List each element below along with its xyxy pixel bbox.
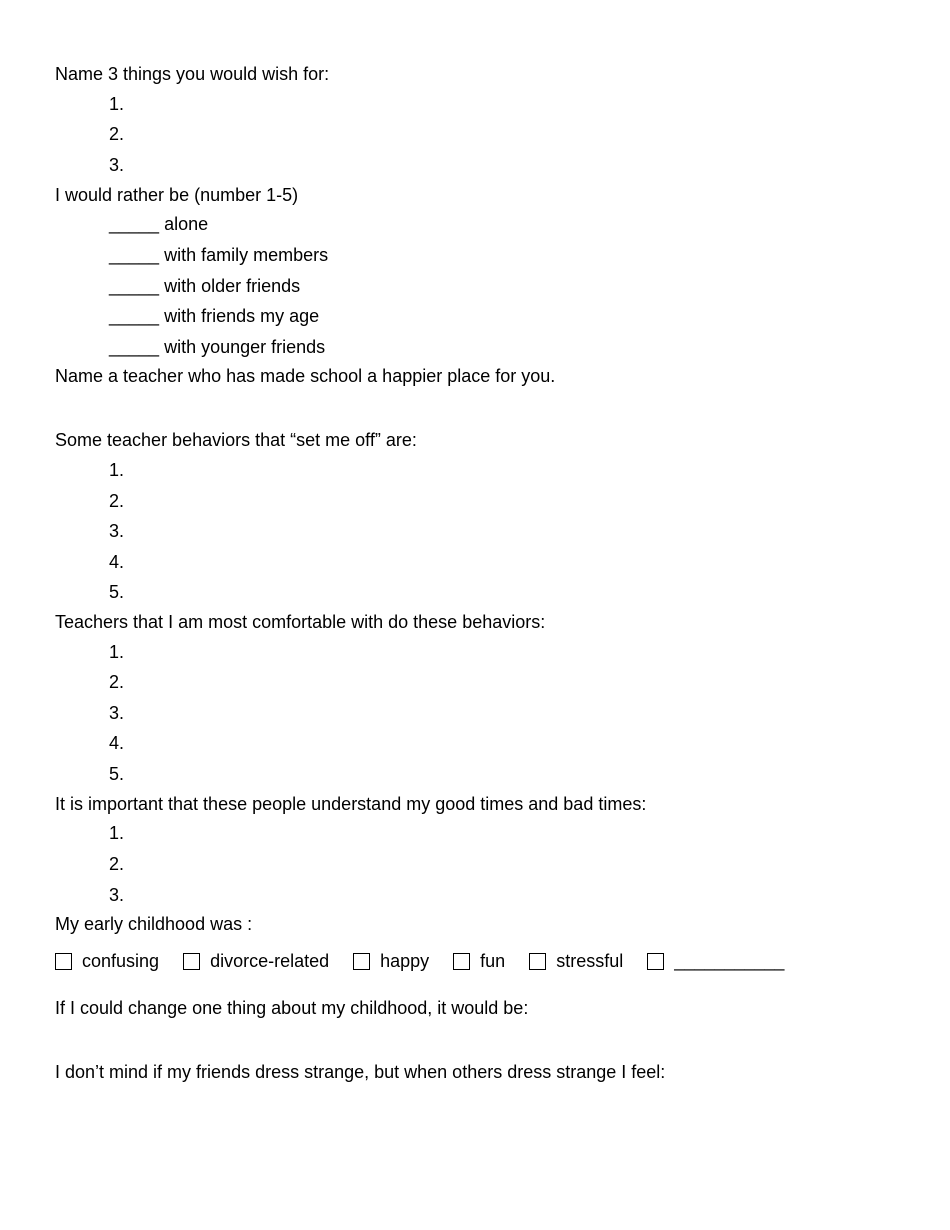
ratherbe-list: _____ alone _____ with family members __…: [55, 209, 895, 362]
teacher-happy-prompt: Name a teacher who has made school a hap…: [55, 362, 895, 391]
blank-line[interactable]: _____: [109, 214, 159, 234]
option-label: with friends my age: [164, 306, 319, 326]
option-label: with older friends: [164, 276, 300, 296]
checkbox[interactable]: [647, 953, 664, 970]
list-item[interactable]: 3.: [109, 698, 895, 729]
important-prompt: It is important that these people unders…: [55, 790, 895, 819]
list-item[interactable]: 4.: [109, 728, 895, 759]
blank-line[interactable]: _____: [109, 276, 159, 296]
list-item[interactable]: 5.: [109, 577, 895, 608]
list-item[interactable]: _____ alone: [109, 209, 895, 240]
setmeoff-list: 1. 2. 3. 4. 5.: [55, 455, 895, 608]
comfortable-list: 1. 2. 3. 4. 5.: [55, 637, 895, 790]
checkbox-label: divorce-related: [210, 947, 329, 976]
list-item[interactable]: 5.: [109, 759, 895, 790]
wishes-list: 1. 2. 3.: [55, 89, 895, 181]
option-label: with younger friends: [164, 337, 325, 357]
important-list: 1. 2. 3.: [55, 818, 895, 910]
checkbox[interactable]: [529, 953, 546, 970]
list-item[interactable]: _____ with friends my age: [109, 301, 895, 332]
list-item[interactable]: 4.: [109, 547, 895, 578]
setmeoff-prompt: Some teacher behaviors that “set me off”…: [55, 426, 895, 455]
checkbox-label: fun: [480, 947, 505, 976]
checkbox[interactable]: [55, 953, 72, 970]
list-item[interactable]: 1.: [109, 818, 895, 849]
list-item[interactable]: 3.: [109, 150, 895, 181]
comfortable-prompt: Teachers that I am most comfortable with…: [55, 608, 895, 637]
list-item[interactable]: _____ with family members: [109, 240, 895, 271]
list-item[interactable]: 2.: [109, 119, 895, 150]
childhood-prompt: My early childhood was :: [55, 910, 895, 939]
list-item[interactable]: 1.: [109, 89, 895, 120]
blank-line[interactable]: _____: [109, 306, 159, 326]
wishes-prompt: Name 3 things you would wish for:: [55, 60, 895, 89]
list-item[interactable]: 3.: [109, 880, 895, 911]
list-item[interactable]: 3.: [109, 516, 895, 547]
checkbox[interactable]: [353, 953, 370, 970]
checkbox-label: stressful: [556, 947, 623, 976]
list-item[interactable]: 2.: [109, 667, 895, 698]
list-item[interactable]: _____ with younger friends: [109, 332, 895, 363]
checkbox-label: confusing: [82, 947, 159, 976]
list-item[interactable]: 2.: [109, 486, 895, 517]
list-item[interactable]: 1.: [109, 455, 895, 486]
checkbox[interactable]: [453, 953, 470, 970]
checkbox-label: happy: [380, 947, 429, 976]
checkbox[interactable]: [183, 953, 200, 970]
blank-other[interactable]: ___________: [674, 947, 784, 976]
changeone-prompt: If I could change one thing about my chi…: [55, 994, 895, 1023]
list-item[interactable]: _____ with older friends: [109, 271, 895, 302]
option-label: alone: [164, 214, 208, 234]
blank-line[interactable]: _____: [109, 337, 159, 357]
ratherbe-prompt: I would rather be (number 1-5): [55, 181, 895, 210]
list-item[interactable]: 2.: [109, 849, 895, 880]
childhood-options: confusing divorce-related happy fun stre…: [55, 947, 895, 976]
list-item[interactable]: 1.: [109, 637, 895, 668]
blank-line[interactable]: _____: [109, 245, 159, 265]
option-label: with family members: [164, 245, 328, 265]
dressstrange-prompt: I don’t mind if my friends dress strange…: [55, 1058, 895, 1087]
